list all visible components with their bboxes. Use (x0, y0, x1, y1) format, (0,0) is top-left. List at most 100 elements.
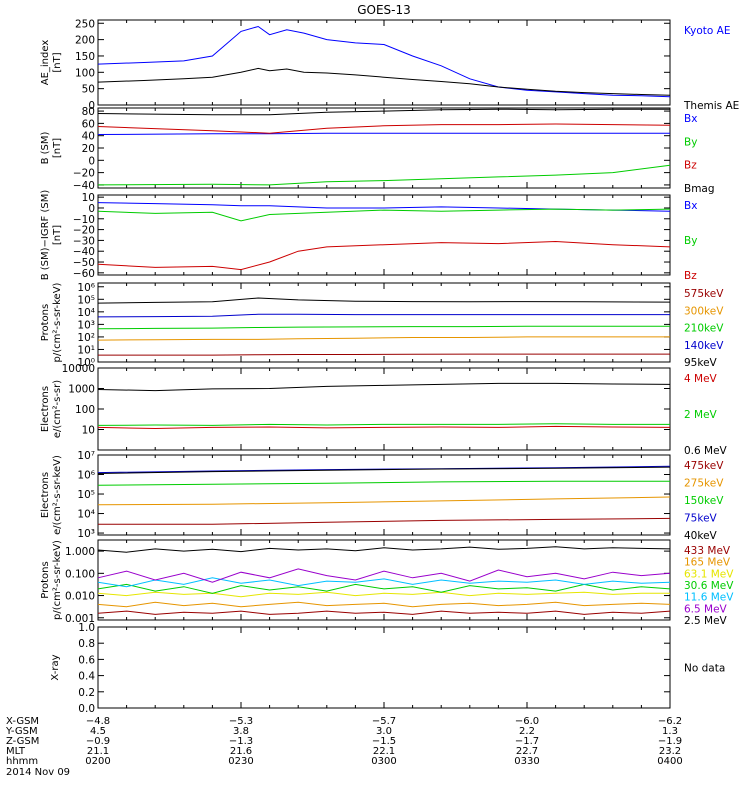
series-line-themis-ae (97, 67, 671, 96)
y-axis-label: p/(cm²-s-sr-keV) (52, 540, 63, 620)
y-tick-label: 10³ (77, 319, 95, 331)
y-axis-label: [nT] (52, 225, 63, 245)
x-tick-value: 0300 (371, 756, 396, 767)
y-tick-label: 0 (88, 100, 95, 112)
no-data-note: No data (684, 663, 725, 675)
legend-entry: 275keV (684, 478, 724, 490)
x-row-label: MLT (6, 746, 26, 757)
y-axis-label: B (SM)−IGRF (SM) (40, 190, 51, 281)
y-axis-label: e/(cm²-s-sr-keV) (52, 455, 63, 535)
x-tick-value: 3.8 (233, 726, 249, 737)
y-tick-label: 20 (82, 143, 95, 155)
y-tick-label: 0 (88, 203, 95, 215)
series-line-30-6-mev (97, 583, 671, 594)
series-line-210kev (97, 325, 670, 330)
y-tick-label: 10⁷ (77, 450, 95, 462)
y-tick-label: 0.010 (65, 591, 95, 603)
x-tick-value: 3.0 (376, 726, 392, 737)
series-line-4-mev (97, 425, 671, 430)
y-axis-label: [nT] (52, 138, 63, 158)
y-tick-label: 10 (82, 192, 95, 204)
legend-entry: 4 MeV (684, 373, 718, 385)
legend-entry: 6.5 MeV (684, 603, 728, 615)
series-line-by (97, 208, 671, 222)
y-tick-label: 10¹ (77, 344, 95, 356)
x-tick-value: −5.3 (229, 716, 253, 727)
y-tick-label: 150 (75, 51, 95, 63)
series-line-433-mev (97, 610, 671, 615)
legend-entry: 95keV (684, 357, 718, 369)
legend-entry: Bz (684, 160, 697, 172)
series-line-63-1-mev (97, 591, 670, 598)
y-tick-label: 10⁶ (77, 282, 95, 294)
series-line-kyoto-ae (97, 25, 671, 98)
y-tick-label: −20 (73, 168, 95, 180)
x-tick-value: 4.5 (90, 726, 106, 737)
series-line-0-6-mev (97, 382, 671, 392)
x-tick-value: 2.2 (519, 726, 535, 737)
series-line-6-5-mev (97, 568, 671, 583)
x-tick-value: 23.2 (659, 746, 681, 757)
y-tick-label: 0.6 (78, 654, 95, 666)
legend-entry: 30.6 MeV (684, 580, 734, 592)
panel-eflux1: 10 100 1000 10000 Electrons e/(cm²-s-sr) 4 MeV… (40, 363, 728, 457)
legend-entry: 2 MeV (684, 409, 718, 421)
legend-entry: By (684, 136, 697, 148)
panel-ae: 0 50 100 150 200 250 AE_index [nT] Kyoto AE Themi… (40, 18, 739, 112)
panel-frame (97, 367, 671, 451)
y-tick-label: 0.8 (78, 638, 95, 650)
y-axis-label: e/(cm²-s-sr) (52, 380, 63, 438)
x-tick-value: 0400 (657, 756, 682, 767)
x-tick-value: 1.3 (662, 726, 678, 737)
y-tick-label: 0.4 (78, 671, 95, 683)
legend-entry: 140keV (684, 340, 724, 352)
series-line-150kev (97, 480, 670, 486)
y-axis-label: X-ray (50, 654, 61, 680)
y-tick-label: 10000 (62, 363, 95, 375)
legend-entry: 2.5 MeV (684, 615, 728, 627)
y-tick-label: 10 (82, 425, 95, 437)
series-line-2-mev (97, 423, 670, 426)
panel-frame (97, 282, 671, 363)
x-tick-value: 21.1 (87, 746, 109, 757)
legend-entry: 433 MeV (684, 545, 731, 557)
legend-entry: 40keV (684, 530, 718, 542)
legend-entry: By (684, 235, 697, 247)
y-axis-label: Protons (40, 304, 51, 341)
series-line-300kev (97, 336, 670, 341)
y-tick-label: 0.0 (78, 703, 95, 715)
x-tick-value: 0330 (514, 756, 539, 767)
y-tick-label: −60 (73, 268, 95, 280)
y-tick-label: 0.100 (65, 568, 95, 580)
legend-entry: Bx (684, 200, 697, 212)
x-tick-value: −0.9 (86, 736, 110, 747)
y-tick-label: 1.000 (65, 546, 95, 558)
panel-frame (97, 626, 671, 709)
y-axis-label: p/(cm²-s-sr-keV) (52, 282, 63, 362)
y-tick-label: 0 (88, 155, 95, 167)
y-tick-label: 10⁴ (77, 307, 95, 319)
y-tick-label: 80 (82, 106, 95, 118)
x-row-label: Y-GSM (5, 726, 38, 737)
y-tick-label: 10⁵ (77, 489, 95, 501)
series-line-475kev (98, 517, 671, 525)
y-tick-label: 200 (75, 35, 95, 47)
legend-entry: 210keV (684, 323, 724, 335)
y-tick-label: 10⁵ (77, 294, 95, 306)
x-tick-value: 22.7 (516, 746, 538, 757)
figure-title: GOES-13 (357, 3, 411, 17)
panel-bdiff: 100−10−20−30−40−50−60 B (SM)−IGRF (SM) [nT… (40, 190, 697, 282)
legend-entry: Themis AE (683, 100, 739, 112)
series-line-2-5-mev (97, 546, 671, 553)
date-label: 2014 Nov 09 (6, 767, 70, 778)
y-tick-label: 10⁴ (77, 509, 95, 521)
legend-entry: 300keV (684, 305, 724, 317)
x-tick-value: 0200 (85, 756, 110, 767)
panel-eflux2: 10³ 10⁴ 10⁵ 10⁶ 10⁷ Electrons e/(cm²-s-sr-keV)… (40, 450, 724, 542)
x-tick-value: −1.7 (515, 736, 539, 747)
y-tick-label: 1.0 (78, 622, 95, 634)
y-tick-label: 100 (75, 67, 95, 79)
y-tick-label: 100 (75, 404, 95, 416)
